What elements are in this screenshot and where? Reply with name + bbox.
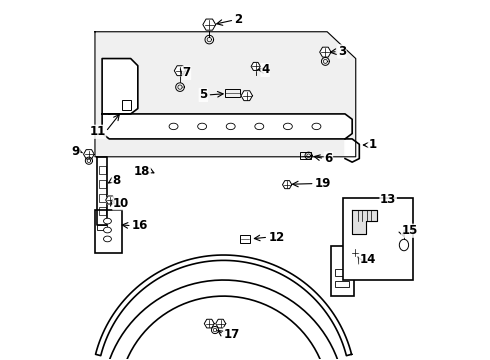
Text: 16: 16	[132, 219, 148, 232]
Bar	[240, 235, 250, 243]
Ellipse shape	[103, 218, 111, 224]
Polygon shape	[251, 62, 260, 71]
Text: 13: 13	[380, 193, 396, 206]
Text: 19: 19	[315, 177, 331, 190]
Bar	[225, 89, 240, 97]
Text: 18: 18	[134, 165, 150, 177]
Text: 1: 1	[368, 139, 376, 152]
Bar	[331, 246, 354, 296]
Ellipse shape	[312, 123, 321, 130]
Text: 14: 14	[359, 253, 376, 266]
Polygon shape	[204, 319, 214, 328]
Bar	[97, 225, 107, 230]
Bar	[98, 166, 106, 174]
Bar	[122, 100, 131, 111]
Ellipse shape	[226, 123, 235, 130]
Text: 5: 5	[199, 89, 207, 102]
Polygon shape	[203, 19, 216, 30]
Text: 15: 15	[401, 224, 418, 237]
Polygon shape	[97, 157, 107, 225]
Polygon shape	[103, 280, 343, 360]
Polygon shape	[216, 319, 226, 328]
Polygon shape	[102, 59, 138, 114]
Polygon shape	[350, 248, 360, 257]
Text: 9: 9	[72, 145, 80, 158]
Ellipse shape	[103, 236, 111, 242]
Polygon shape	[174, 66, 186, 76]
Bar	[98, 194, 106, 202]
Polygon shape	[345, 139, 359, 162]
Polygon shape	[96, 255, 352, 356]
Bar	[335, 269, 349, 276]
Ellipse shape	[283, 123, 293, 130]
Ellipse shape	[399, 239, 409, 251]
Bar	[343, 198, 413, 280]
Text: 4: 4	[261, 63, 270, 76]
Bar	[98, 180, 106, 188]
Text: 8: 8	[112, 174, 121, 187]
Text: 7: 7	[182, 66, 191, 79]
Polygon shape	[352, 210, 377, 234]
Polygon shape	[319, 47, 331, 57]
Polygon shape	[283, 181, 292, 189]
Ellipse shape	[255, 123, 264, 130]
Text: 2: 2	[234, 13, 243, 27]
Polygon shape	[241, 91, 252, 101]
Text: 11: 11	[90, 125, 106, 138]
Polygon shape	[83, 150, 94, 159]
Text: 10: 10	[113, 197, 129, 210]
Polygon shape	[106, 196, 115, 204]
Text: 3: 3	[338, 45, 346, 58]
Ellipse shape	[103, 227, 111, 233]
Bar	[95, 210, 122, 253]
Polygon shape	[102, 114, 352, 139]
Text: 6: 6	[324, 152, 333, 165]
Bar	[98, 207, 106, 215]
Ellipse shape	[197, 123, 207, 130]
Bar	[300, 152, 312, 159]
Bar	[335, 281, 349, 287]
Ellipse shape	[169, 123, 178, 130]
Text: 17: 17	[223, 328, 240, 341]
Text: 12: 12	[268, 231, 285, 244]
Polygon shape	[95, 32, 356, 157]
